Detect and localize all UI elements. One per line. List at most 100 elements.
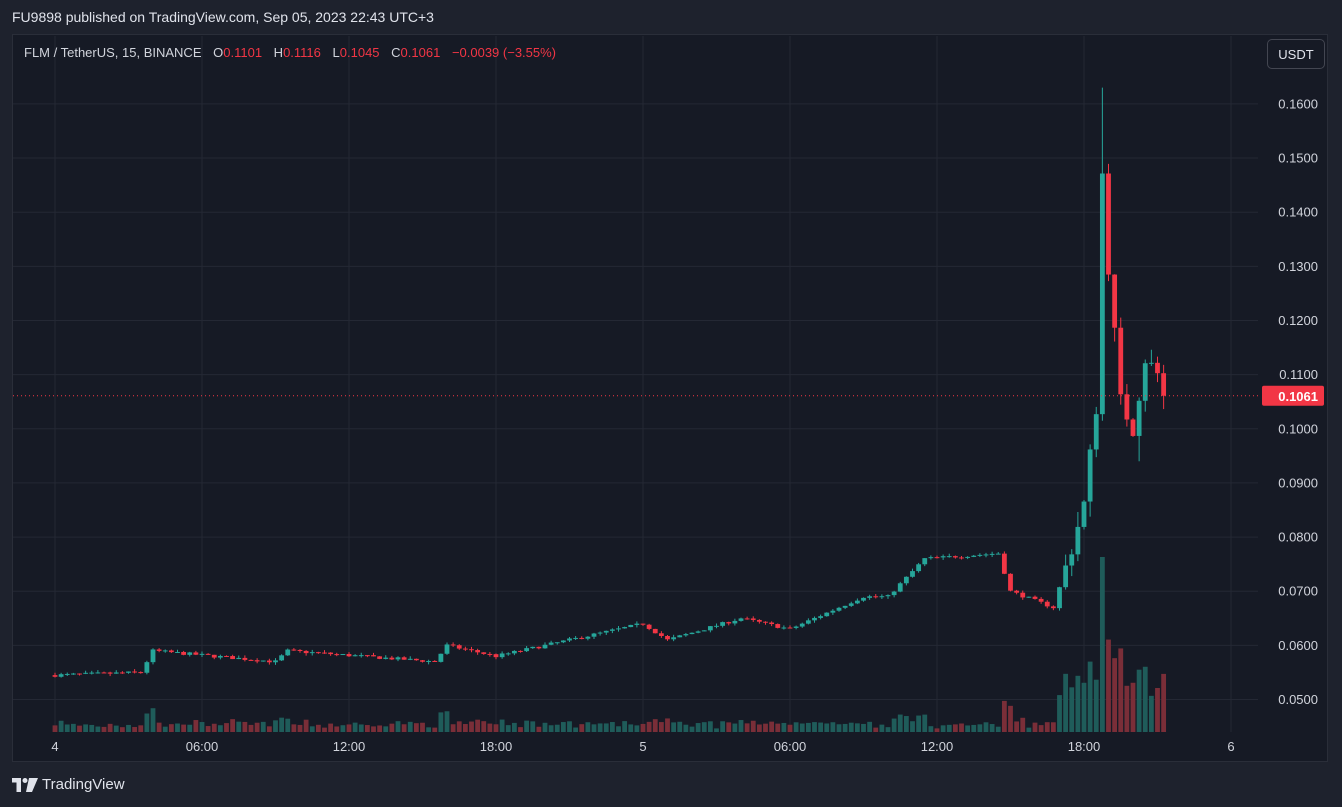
candle-body	[52, 675, 58, 677]
volume-bar	[861, 723, 866, 732]
volume-bar	[971, 724, 977, 732]
candle-body	[781, 627, 787, 629]
candle-body	[873, 596, 879, 598]
candle-body	[1057, 587, 1062, 609]
volume-bar	[683, 724, 689, 732]
volume-bar	[1038, 725, 1044, 732]
x-tick-label: 18:00	[480, 739, 513, 754]
candle-body	[928, 557, 934, 559]
x-tick-label: 6	[1227, 739, 1234, 754]
volume-bar	[609, 722, 615, 732]
volume-bar	[530, 721, 536, 732]
volume-bar	[450, 724, 456, 732]
candle-body	[585, 636, 591, 639]
volume-bar	[285, 718, 291, 732]
volume-bar	[444, 711, 450, 732]
volume-bar	[58, 720, 64, 732]
candle-body	[665, 635, 670, 640]
candle-body	[683, 634, 689, 636]
volume-bar	[377, 725, 383, 732]
volume-bar	[113, 725, 119, 732]
volume-bar	[132, 727, 138, 732]
candle-body	[1081, 501, 1087, 527]
volume-bar	[469, 721, 474, 732]
tradingview-logo[interactable]: TradingView	[12, 776, 125, 793]
volume-bar	[1069, 687, 1075, 732]
candle-body	[634, 623, 640, 625]
candle-body	[1161, 373, 1167, 396]
currency-button[interactable]: USDT	[1267, 39, 1325, 69]
candle-body	[524, 648, 530, 652]
candle-body	[854, 600, 860, 604]
candle-body	[609, 629, 615, 631]
volume-bar	[358, 724, 364, 732]
symbol-label[interactable]: FLM / TetherUS, 15, BINANCE	[24, 45, 202, 60]
candle-body	[824, 612, 830, 617]
last-price-tag	[1262, 385, 1324, 406]
volume-bar	[652, 719, 658, 732]
candle-body	[646, 624, 652, 629]
candle-body	[322, 652, 327, 654]
candle-body	[499, 653, 505, 658]
candle-body	[836, 607, 842, 611]
volume-bar	[891, 718, 897, 732]
candle-body	[395, 657, 401, 660]
candle-body	[934, 557, 940, 559]
volume-bar	[554, 724, 560, 732]
volume-bar	[1026, 727, 1032, 732]
tradingview-brand-text: TradingView	[42, 776, 125, 793]
high-value: 0.1116	[283, 45, 321, 60]
volume-bar	[591, 724, 597, 732]
candle-body	[842, 605, 848, 608]
y-tick-label: 0.0900	[1278, 475, 1318, 490]
candle-body	[1087, 449, 1093, 502]
candle-body	[1008, 573, 1013, 591]
high-label: H	[273, 45, 284, 60]
candle-body	[407, 658, 413, 660]
candle-body	[481, 652, 487, 654]
x-tick-label: 12:00	[333, 739, 366, 754]
candle-body	[340, 654, 346, 656]
volume-bar	[181, 724, 187, 732]
volume-bar	[524, 720, 530, 732]
close-label: C	[391, 45, 401, 60]
volume-bar	[426, 727, 432, 732]
candle-body	[383, 657, 389, 659]
candle-body	[652, 628, 658, 634]
volume-bar	[726, 722, 732, 732]
volume-bar	[799, 723, 805, 732]
volume-bar	[989, 724, 995, 732]
volume-bar	[665, 718, 670, 732]
candle-body	[83, 672, 89, 674]
volume-bar	[242, 721, 248, 732]
volume-bar	[1050, 722, 1056, 732]
candle-body	[732, 620, 738, 624]
volume-bar	[511, 722, 517, 732]
candle-body	[971, 555, 977, 557]
candle-body	[799, 623, 805, 627]
candle-body	[916, 564, 922, 572]
volume-bar	[322, 727, 327, 732]
volume-bar	[707, 721, 713, 732]
volume-bar	[291, 724, 297, 732]
candle-body	[168, 650, 174, 653]
volume-bar	[603, 723, 609, 732]
volume-bar	[940, 725, 946, 732]
volume-bar	[438, 712, 444, 732]
volume-bar	[199, 722, 205, 732]
volume-bar	[848, 722, 854, 732]
candle-body	[536, 646, 542, 649]
candle-body	[1069, 554, 1075, 566]
candle-body	[1032, 596, 1038, 599]
candle-body	[273, 660, 278, 663]
candle-body	[70, 673, 76, 675]
candle-body	[260, 660, 266, 662]
candle-body	[530, 646, 536, 649]
candle-body	[511, 650, 517, 654]
volume-bar	[101, 726, 107, 732]
volume-bar	[1161, 673, 1167, 732]
volume-bar	[658, 722, 664, 732]
volume-bar	[879, 724, 885, 732]
candle-body	[989, 553, 995, 555]
